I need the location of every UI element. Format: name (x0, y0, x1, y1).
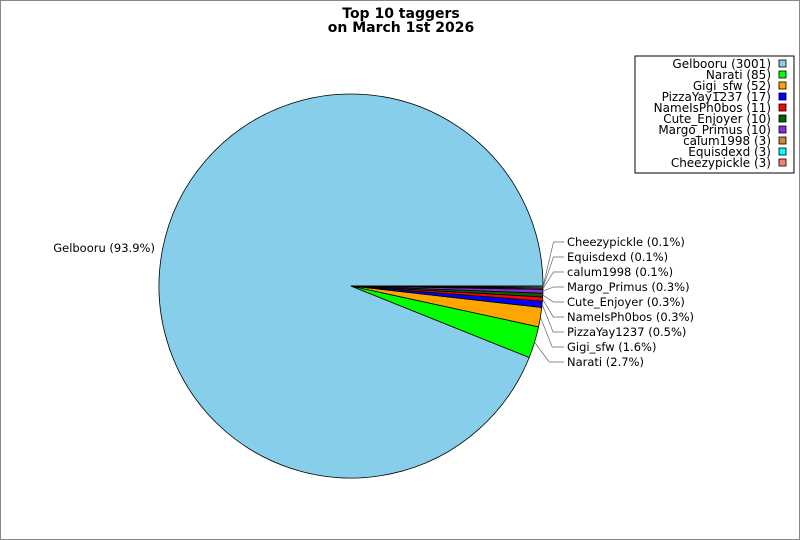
label-leader-line (534, 342, 564, 363)
label-leader-line (542, 256, 564, 288)
legend-swatch (778, 147, 787, 156)
slice-label: NameIsPh0bos (0.3%) (567, 310, 694, 324)
legend-swatch (778, 158, 787, 167)
legend-swatch (778, 125, 787, 134)
slice-label: Gigi_sfw (1.6%) (567, 340, 656, 354)
legend-label: calum1998 (3) (683, 134, 771, 148)
label-leader-line (542, 294, 564, 303)
label-leader-line (540, 317, 564, 348)
legend-swatch (778, 59, 787, 68)
legend-label: PizzaYay1237 (17) (662, 90, 771, 104)
legend-label: Cute_Enjoyer (10) (663, 112, 771, 126)
slice-label: Narati (2.7%) (567, 355, 644, 369)
slice-label: Margo_Primus (0.3%) (567, 280, 690, 294)
legend-swatch (778, 114, 787, 123)
legend: Gelbooru (3001)Narati (85)Gigi_sfw (52)P… (634, 55, 795, 174)
legend-box (634, 55, 795, 174)
slice-label: Equisdexd (0.1%) (567, 250, 668, 264)
slice-label: calum1998 (0.1%) (567, 265, 673, 279)
label-leader-line (541, 304, 564, 333)
legend-swatch (778, 70, 787, 79)
legend-swatch (778, 92, 787, 101)
slice-label: Gelbooru (93.9%) (53, 241, 155, 255)
label-leader-line (542, 286, 564, 292)
legend-label: Gelbooru (3001) (672, 57, 771, 71)
legend-swatch (778, 136, 787, 145)
label-leader-line (542, 241, 564, 287)
legend-label: NameIsPh0bos (11) (654, 101, 771, 115)
legend-label: Cheezypickle (3) (671, 156, 771, 170)
legend-label: Narati (85) (706, 68, 771, 82)
slice-label: PizzaYay1237 (0.5%) (567, 325, 686, 339)
legend-swatch (778, 103, 787, 112)
chart-title-line-2: on March 1st 2026 (328, 20, 475, 36)
label-leader-line (542, 298, 564, 318)
chart-title-line-1: Top 10 taggers (342, 6, 459, 22)
legend-label: Equisdexd (3) (688, 145, 771, 159)
label-leader-line (542, 271, 564, 290)
slice-label: Cheezypickle (0.1%) (567, 235, 685, 249)
slice-label: Cute_Enjoyer (0.3%) (567, 295, 685, 309)
legend-label: Margo_Primus (10) (658, 123, 771, 137)
legend-swatch (778, 81, 787, 90)
legend-label: Gigi_sfw (52) (693, 79, 771, 93)
